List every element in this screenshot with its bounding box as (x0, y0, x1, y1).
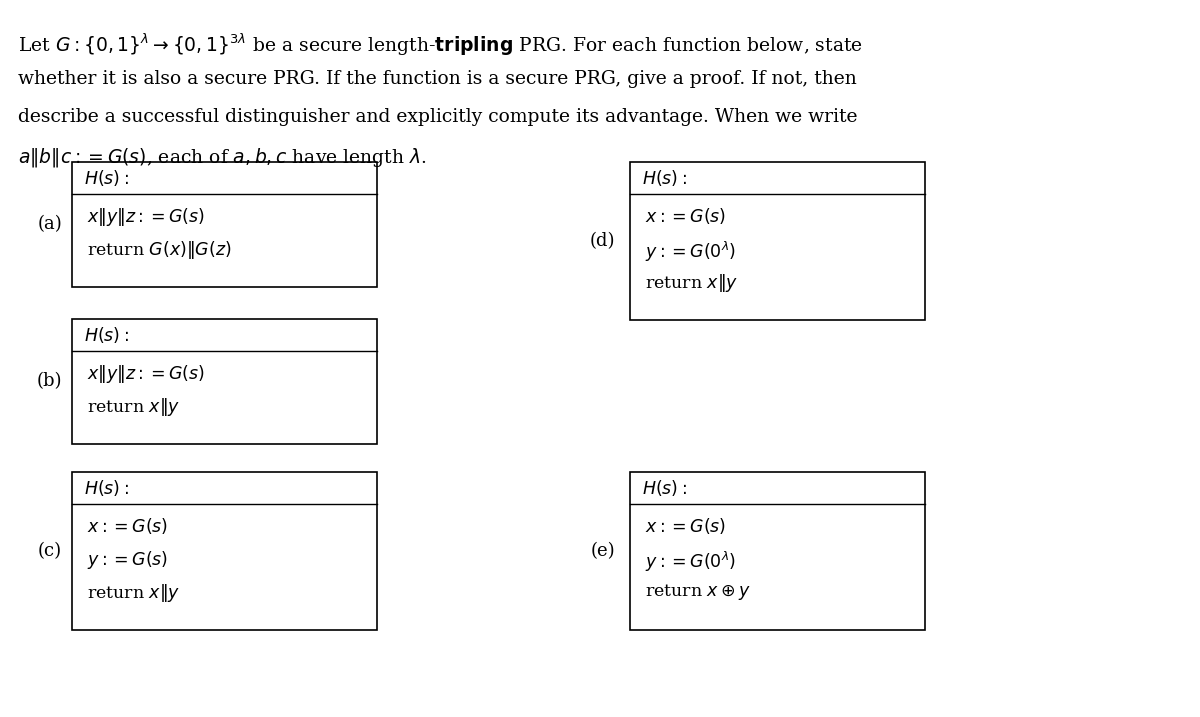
Text: $x := G(s)$: $x := G(s)$ (646, 206, 726, 226)
Text: (c): (c) (38, 542, 62, 560)
Text: return $x\|y$: return $x\|y$ (88, 396, 180, 418)
Text: (d): (d) (589, 232, 616, 250)
Text: whether it is also a secure PRG. If the function is a secure PRG, give a proof. : whether it is also a secure PRG. If the … (18, 70, 857, 88)
Text: $x := G(s)$: $x := G(s)$ (88, 516, 168, 536)
Text: $x := G(s)$: $x := G(s)$ (646, 516, 726, 536)
Text: $y := G(s)$: $y := G(s)$ (88, 549, 168, 571)
Text: return $G(x)\|G(z)$: return $G(x)\|G(z)$ (88, 239, 232, 261)
Text: (e): (e) (590, 542, 616, 560)
Text: $H(s):$: $H(s):$ (84, 168, 128, 188)
FancyBboxPatch shape (72, 319, 377, 444)
Text: $a\|b\|c := G(s)$, each of $a, b, c$ have length $\lambda$.: $a\|b\|c := G(s)$, each of $a, b, c$ hav… (18, 146, 427, 169)
Text: return $x \oplus y$: return $x \oplus y$ (646, 582, 751, 602)
Text: describe a successful distinguisher and explicitly compute its advantage. When w: describe a successful distinguisher and … (18, 108, 858, 126)
Text: $H(s):$: $H(s):$ (84, 325, 128, 345)
FancyBboxPatch shape (630, 472, 925, 630)
FancyBboxPatch shape (72, 162, 377, 287)
FancyBboxPatch shape (630, 162, 925, 320)
Text: $H(s):$: $H(s):$ (642, 168, 686, 188)
Text: (b): (b) (36, 373, 62, 391)
Text: return $x\|y$: return $x\|y$ (646, 272, 738, 294)
Text: $x\|y\|z := G(s)$: $x\|y\|z := G(s)$ (88, 363, 205, 385)
Text: $H(s):$: $H(s):$ (642, 478, 686, 498)
Text: $y := G(0^{\lambda})$: $y := G(0^{\lambda})$ (646, 549, 736, 574)
Text: Let $G : \{0, 1\}^{\lambda} \rightarrow \{0, 1\}^{3\lambda}$ be a secure length-: Let $G : \{0, 1\}^{\lambda} \rightarrow … (18, 32, 863, 58)
Text: $y := G(0^{\lambda})$: $y := G(0^{\lambda})$ (646, 239, 736, 264)
Text: $H(s):$: $H(s):$ (84, 478, 128, 498)
FancyBboxPatch shape (72, 472, 377, 630)
Text: return $x\|y$: return $x\|y$ (88, 582, 180, 604)
Text: $x\|y\|z := G(s)$: $x\|y\|z := G(s)$ (88, 206, 205, 228)
Text: (a): (a) (37, 216, 62, 234)
